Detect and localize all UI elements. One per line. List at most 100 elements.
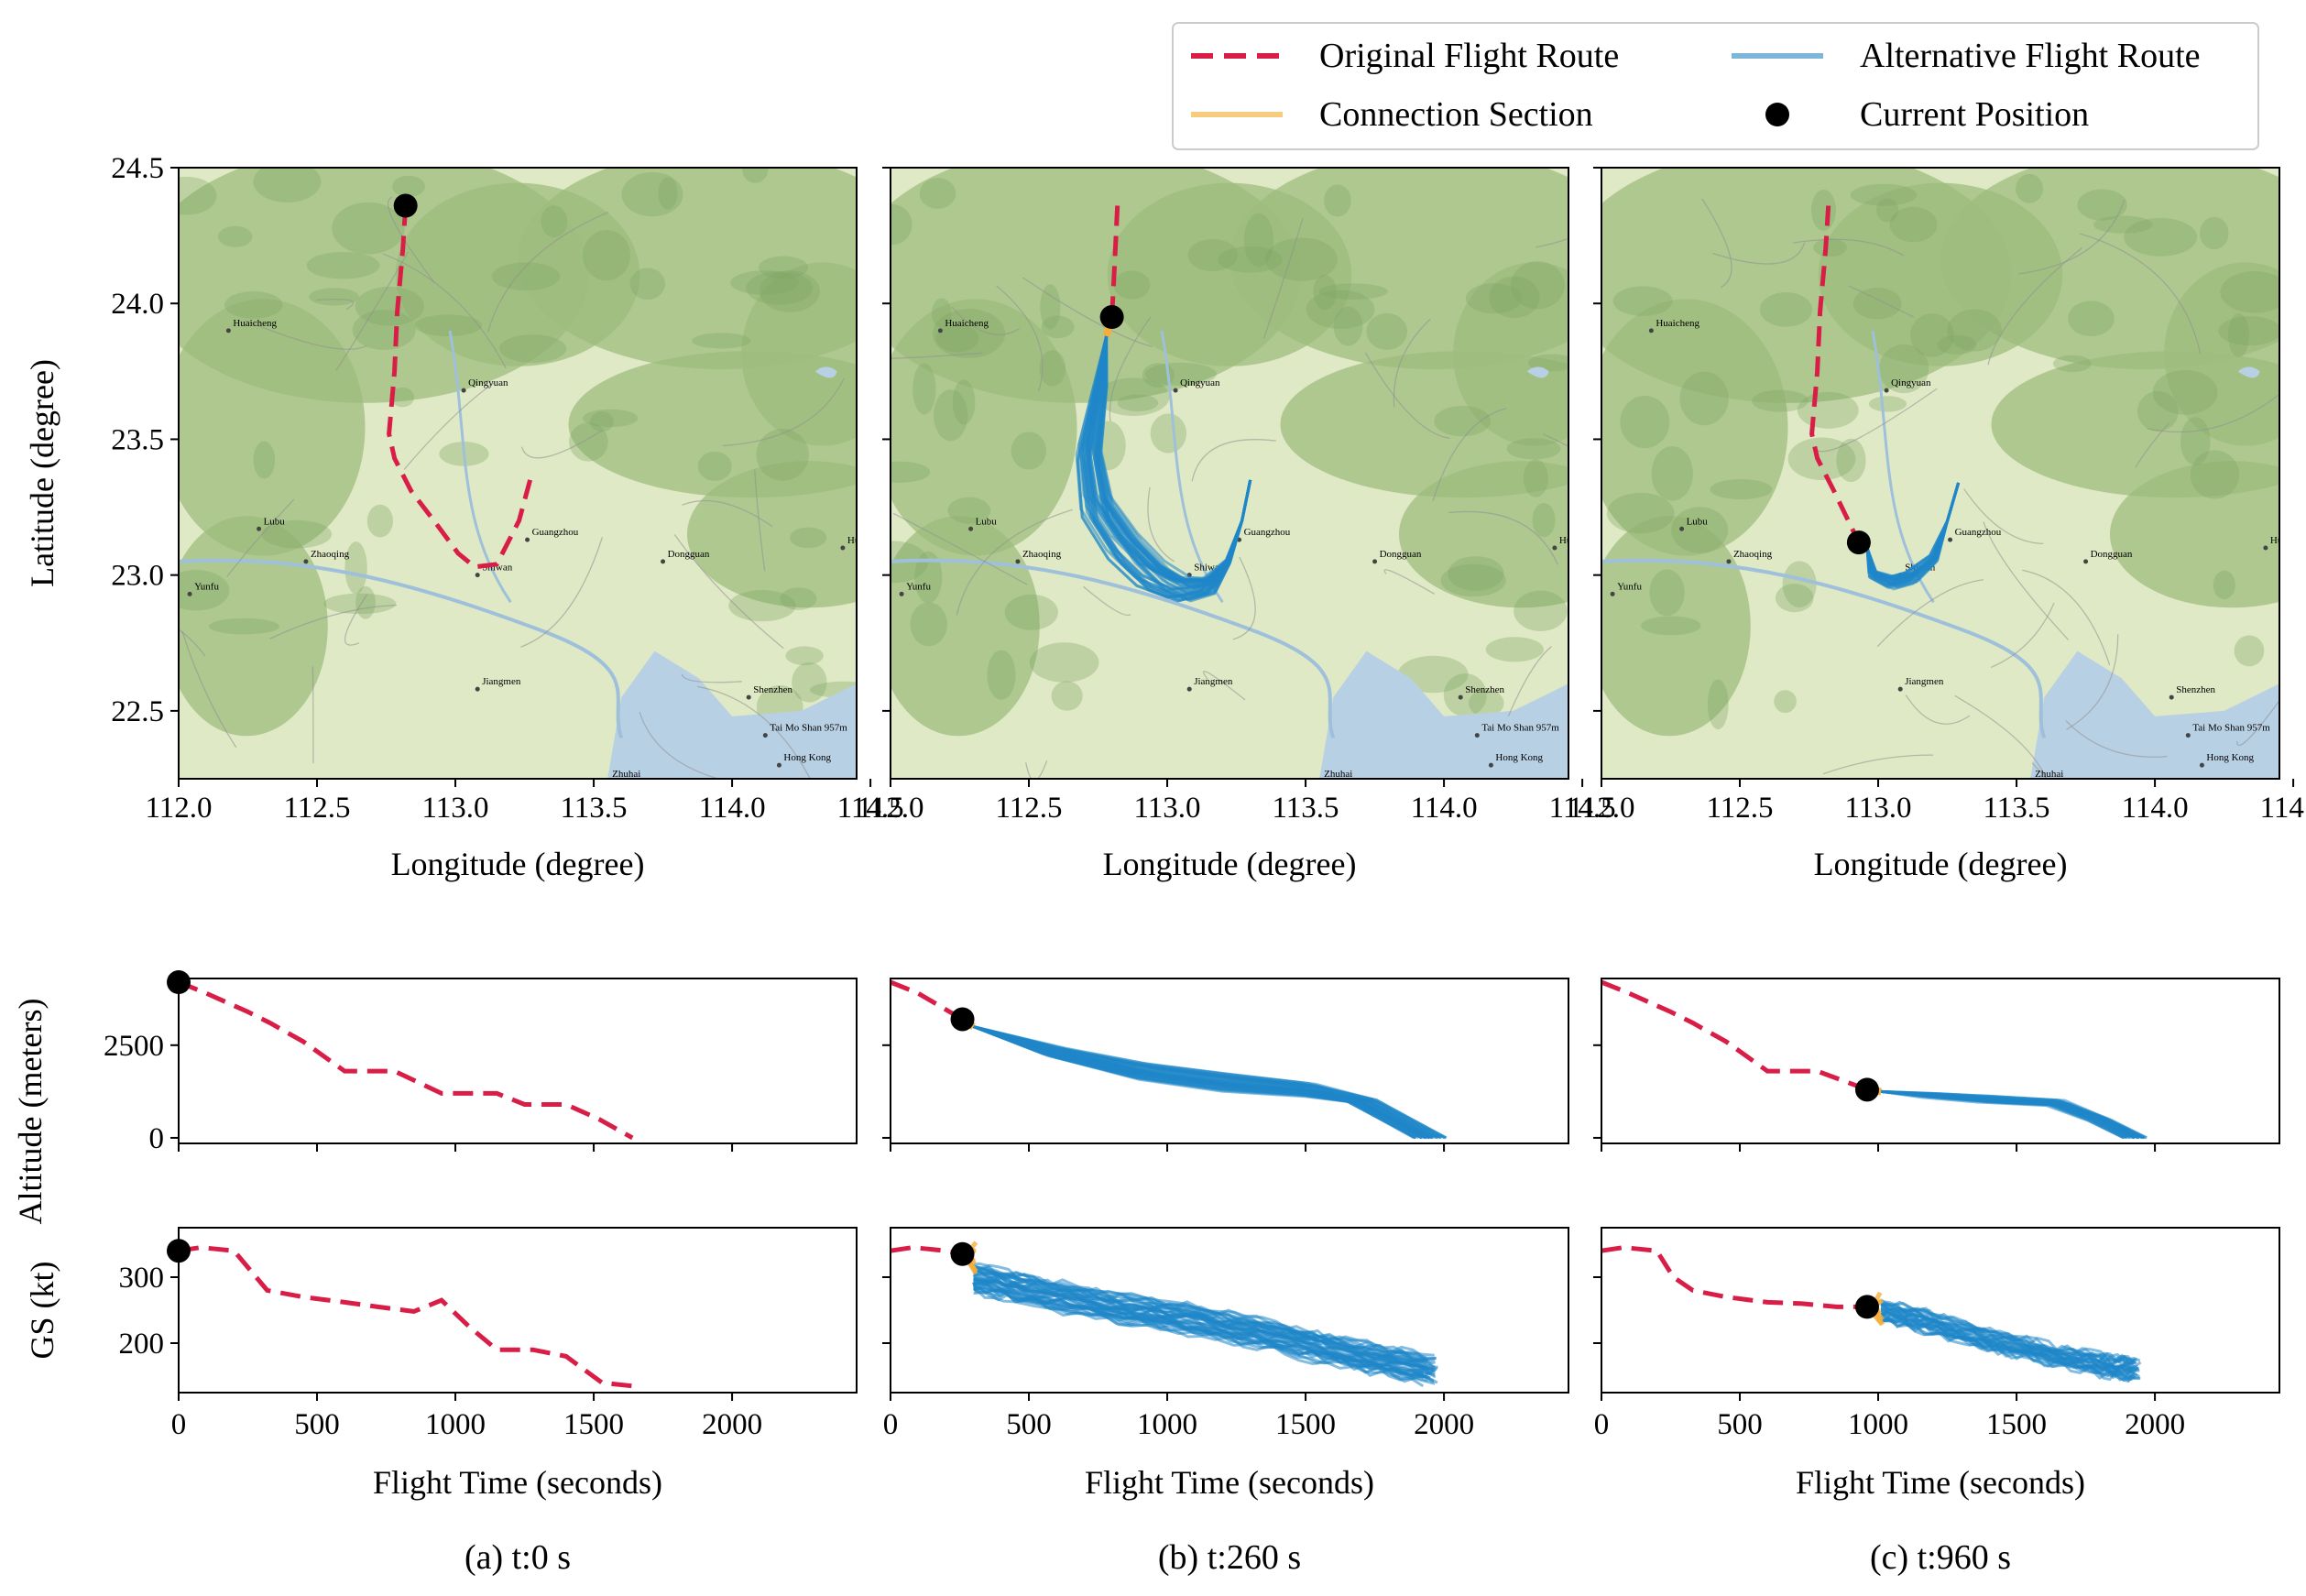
map-background: Huaicheng Qingyuan Lubu Zhaoqing Yunfu Guangz… xyxy=(891,168,1568,779)
alternative-gs-line xyxy=(973,1278,1437,1372)
terrain-ridge xyxy=(1333,306,1363,346)
road xyxy=(1711,242,1806,265)
terrain-ridge xyxy=(1117,394,1159,412)
road xyxy=(1983,521,2070,640)
altitude-plot: 0 2500 Altitude (meters) xyxy=(12,970,858,1224)
city-dot xyxy=(1648,328,1654,333)
city-dot xyxy=(1015,559,1021,564)
city-label: Huaicheng xyxy=(945,318,989,329)
city-label: Zhuhai xyxy=(612,769,640,780)
terrain-ridge xyxy=(1218,246,1283,273)
x-tick-label: 0 xyxy=(883,1408,899,1441)
road xyxy=(1432,407,1507,502)
terrain-ridge xyxy=(1813,238,1847,257)
terrain-ridge xyxy=(391,175,425,198)
terrain-ridge xyxy=(217,225,253,247)
terrain-ridge xyxy=(1782,561,1817,607)
terrain-ridge xyxy=(2152,369,2218,415)
city-dot xyxy=(2185,733,2191,738)
city-dot xyxy=(1552,545,1557,551)
alternative-route-line xyxy=(1865,482,1961,582)
terrain-ridge xyxy=(1506,438,1561,460)
terrain-ridge xyxy=(1465,283,1523,314)
terrain-ridge xyxy=(590,411,614,432)
x-tick-label: 1000 xyxy=(425,1408,486,1441)
terrain-patch xyxy=(891,299,1077,556)
terrain-ridge xyxy=(933,389,968,442)
city-dot xyxy=(2028,779,2033,783)
city-label: Huiz xyxy=(847,535,868,546)
terrain-ridge xyxy=(309,288,359,306)
x-tick-label: 114.5 xyxy=(2260,792,2306,825)
terrain-ridge xyxy=(1620,395,1670,449)
terrain-ridge xyxy=(1514,590,1568,631)
road xyxy=(1905,694,1971,725)
current-position-marker xyxy=(393,193,418,218)
alternative-altitude-line xyxy=(973,1025,1447,1140)
city-dot xyxy=(1884,388,1889,393)
legend-label: Connection Section xyxy=(1319,95,1593,134)
x-tick-label: 113.5 xyxy=(561,792,628,825)
road xyxy=(1876,579,1984,648)
city-dot xyxy=(2199,762,2204,768)
panel-c: Huaicheng Qingyuan Lubu Zhaoqing Yunfu Guangz… xyxy=(1568,167,2306,1577)
map-routes xyxy=(1809,205,1961,591)
terrain-ridge xyxy=(1041,315,1075,339)
road xyxy=(344,594,368,646)
city-label: Tai Mo Shan 957m xyxy=(1481,723,1559,734)
city-dot xyxy=(257,526,262,531)
road xyxy=(1848,285,1915,318)
road xyxy=(269,604,397,639)
x-tick-label: 2000 xyxy=(702,1408,762,1441)
city-label: Hong Kong xyxy=(1495,752,1543,763)
city-label: Hong Kong xyxy=(783,752,831,763)
x-tick-label: 112.5 xyxy=(1707,792,1774,825)
terrain-ridge xyxy=(1836,438,1866,483)
current-gs-marker xyxy=(950,1241,975,1266)
city-dot xyxy=(899,591,904,596)
terrain-ridge xyxy=(2124,218,2198,257)
terrain-ridge xyxy=(1649,569,1685,617)
map-background: Huaicheng Qingyuan Lubu Zhaoqing Yunfu Guangz… xyxy=(179,168,868,780)
terrain-ridge xyxy=(780,587,817,610)
terrain-ridge xyxy=(1710,479,1773,500)
panel-caption: (a) t:0 s xyxy=(464,1538,571,1577)
road xyxy=(2235,699,2279,747)
terrain-ridge xyxy=(952,379,976,425)
x-tick-label: 114.0 xyxy=(2122,792,2189,825)
legend: Original Flight Route Alternative Flight … xyxy=(1172,22,2259,150)
city-label: Shenzhen xyxy=(1465,684,1504,695)
alternative-altitude-line xyxy=(973,1025,1428,1140)
terrain-ridge xyxy=(1774,690,1797,714)
ground-speed-series xyxy=(1601,1245,2142,1383)
city-label: Dongguan xyxy=(2091,549,2133,560)
terrain-ridge xyxy=(1144,362,1217,386)
city-label: Zhaoqing xyxy=(1022,549,1062,560)
road xyxy=(1954,694,2048,779)
x-tick-label: 112.0 xyxy=(1568,792,1634,825)
y-tick-label: 24.0 xyxy=(111,288,164,321)
road xyxy=(387,196,436,284)
city-label: Jiangmen xyxy=(482,676,521,687)
city-label: Lubu xyxy=(976,516,998,527)
terrain-ridge xyxy=(891,204,913,246)
altitude-series xyxy=(1601,979,2148,1140)
terrain-ridge xyxy=(253,168,322,202)
terrain-ridge xyxy=(792,661,827,703)
road xyxy=(1364,352,1450,439)
city-label: Jiangmen xyxy=(1905,676,1944,687)
terrain-ridge xyxy=(629,268,666,301)
city-dot xyxy=(225,328,231,333)
road xyxy=(1022,277,1153,348)
x-tick-label: 500 xyxy=(1717,1408,1763,1441)
current-altitude-marker xyxy=(950,1007,975,1032)
panels: Huaicheng Qingyuan Lubu Zhaoqing Yunfu Guangz… xyxy=(12,152,2306,1577)
terrain-ridge xyxy=(2218,316,2279,346)
current-position-marker xyxy=(1099,305,1124,330)
terrain-ridge xyxy=(1029,642,1099,683)
x-tick-label: 0 xyxy=(171,1408,187,1441)
terrain-ridge xyxy=(742,168,769,183)
terrain-ridge xyxy=(785,646,824,666)
terrain-ridge xyxy=(1752,389,1809,412)
terrain-ridge xyxy=(1606,492,1675,534)
